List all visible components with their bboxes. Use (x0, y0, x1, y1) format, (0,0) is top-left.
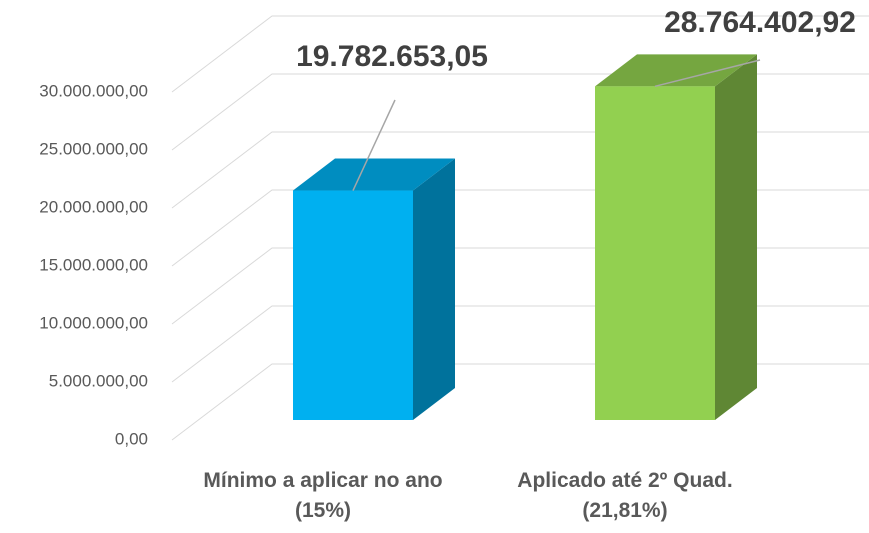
bar (595, 86, 715, 421)
y-tick-label: 5.000.000,00 (49, 371, 148, 390)
bar-side (715, 54, 757, 421)
bar-top (595, 54, 757, 87)
y-tick-label: 10.000.000,00 (39, 313, 148, 332)
bar-top (293, 158, 455, 191)
grid-line (171, 305, 869, 383)
data-label: 19.782.653,05 (296, 40, 488, 73)
grid-line (171, 363, 869, 441)
y-tick-label: 20.000.000,00 (39, 197, 148, 216)
y-tick-label: 0,00 (115, 429, 148, 448)
bar-side (413, 158, 455, 420)
leader-line (654, 59, 761, 88)
y-tick-label: 30.000.000,00 (39, 81, 148, 100)
x-tick-label: Aplicado até 2º Quad. (21,81%) (517, 469, 733, 522)
grid-line (171, 131, 869, 209)
grid-line (171, 15, 869, 93)
y-tick-label: 15.000.000,00 (39, 255, 148, 274)
grid-line (171, 73, 869, 151)
bar (293, 190, 413, 420)
y-tick-label: 25.000.000,00 (39, 139, 148, 158)
x-tick-label: Mínimo a aplicar no ano (15%) (203, 469, 443, 522)
leader-line (352, 99, 396, 191)
grid-line (171, 247, 869, 325)
data-label: 28.764.402,92 (664, 6, 856, 39)
grid-line (171, 189, 869, 267)
